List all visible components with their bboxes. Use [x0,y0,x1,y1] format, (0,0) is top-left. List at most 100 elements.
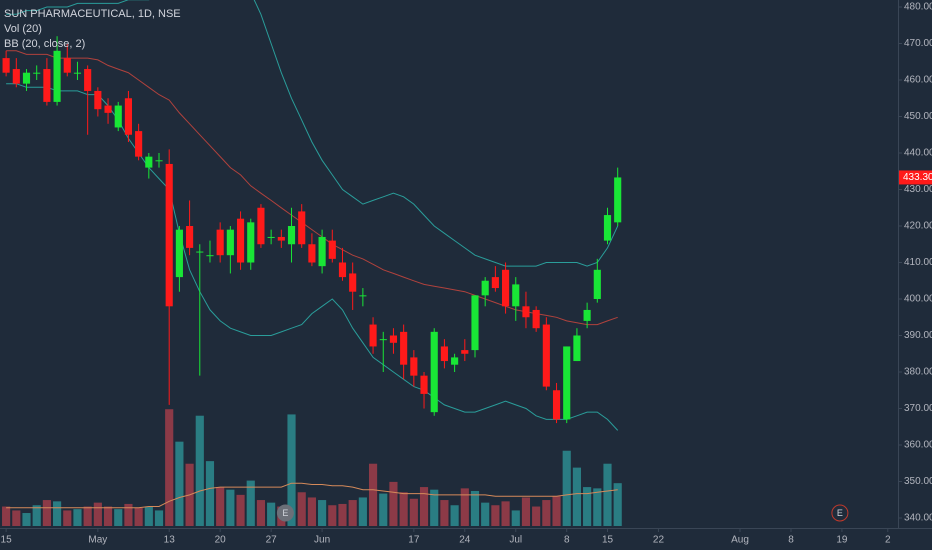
candle-body [267,236,275,238]
candle-body [155,160,163,162]
volume-bar [583,487,592,526]
candle-body [420,375,428,394]
candle-body [236,218,245,263]
volume-bar [613,483,622,526]
volume-bar [430,489,439,526]
x-tick-label: 2 [885,535,891,546]
x-tick-label: 19 [836,535,848,546]
x-tick-label: May [88,535,107,546]
volume-bar [501,501,510,526]
x-tick-label: 15 [1,535,13,546]
event-label: E [282,508,288,518]
candle-body [440,346,448,362]
volume-bar [236,494,245,526]
volume-bar [368,463,378,526]
candle-body [247,222,255,263]
y-tick-label: 380.00 [904,367,932,378]
candle-body [389,335,398,343]
event-marker [276,504,294,522]
volume-bar [2,506,11,526]
x-tick-label: Jul [509,535,522,546]
candle-body [298,211,306,245]
volume-bar [134,507,143,526]
candle-body [614,177,622,223]
candle-body [104,105,112,113]
volume-bar [419,487,429,526]
volume-bar [175,441,184,526]
y-tick-label: 350.00 [904,476,932,487]
candle-body [165,163,173,307]
candle-body [369,324,377,347]
candle-body [318,236,326,267]
candle-body [532,309,540,329]
volume-bar [542,500,551,526]
volume-bar [297,492,306,526]
x-tick-label: 17 [408,535,420,546]
x-tick-label: 8 [564,535,570,546]
y-tick-label: 390.00 [904,330,932,341]
y-tick-label: 470.00 [904,38,932,49]
volume-bar [226,489,235,526]
candle-body [216,229,224,256]
candle-body [145,156,153,168]
y-tick-label: 420.00 [904,221,932,232]
candle-body [481,280,489,296]
candle-body [491,277,499,289]
volume-bar [409,498,418,526]
candle-body [522,306,530,318]
candle-body [308,244,316,263]
volume-bar [154,510,164,526]
x-tick-label: 20 [215,535,227,546]
volume-bar [93,502,102,526]
volume-bar [63,510,72,526]
indicator-label: BB (20, close, 2) [4,38,85,50]
volume-bar [328,505,337,526]
volume-bar [246,480,255,526]
volume-bar [379,493,388,526]
x-tick-label: Jun [314,535,330,546]
candle-body [338,262,347,278]
volume-bar [22,513,31,526]
volume-bar [42,500,51,526]
y-tick-label: 400.00 [904,294,932,305]
candle-body [226,229,234,256]
volume-bar [124,503,133,526]
volume-bar [205,461,215,526]
volume-bar [532,506,541,526]
candle-body [124,98,132,135]
candle-body [175,229,183,278]
volume-bar [593,488,602,526]
indicator-label: Vol (20) [4,23,42,35]
price-label-box [899,170,932,185]
candle-body [206,255,214,257]
candle-body [277,236,285,241]
candle-body [84,69,92,91]
candle-body [94,90,102,110]
volume-bar [481,502,490,526]
candle-body [257,207,265,245]
volume-bar [440,500,449,526]
volume-bar [603,463,612,526]
candle-body [379,339,387,341]
x-tick-label: 27 [266,535,278,546]
candle-body [593,269,601,299]
x-tick-label: 8 [788,535,794,546]
x-tick-label: Aug [731,535,749,546]
chart-title: SUN PHARMACEUTICAL, 1D, NSE [4,8,181,20]
price-label: 433.30 [903,172,932,183]
candle-body [563,346,571,420]
bb-upper-line [6,0,619,267]
volume-bar [572,467,581,526]
y-tick-label: 370.00 [904,403,932,414]
volume-bar [389,481,398,526]
candle-body [552,390,561,420]
candle-body [328,240,336,259]
volume-bar [307,497,316,526]
volume-bar [450,505,459,526]
y-tick-label: 430.00 [904,184,932,195]
volume-bar [144,506,153,526]
volume-bar [53,501,62,526]
y-tick-label: 360.00 [904,440,932,451]
x-tick-label: 13 [164,535,176,546]
